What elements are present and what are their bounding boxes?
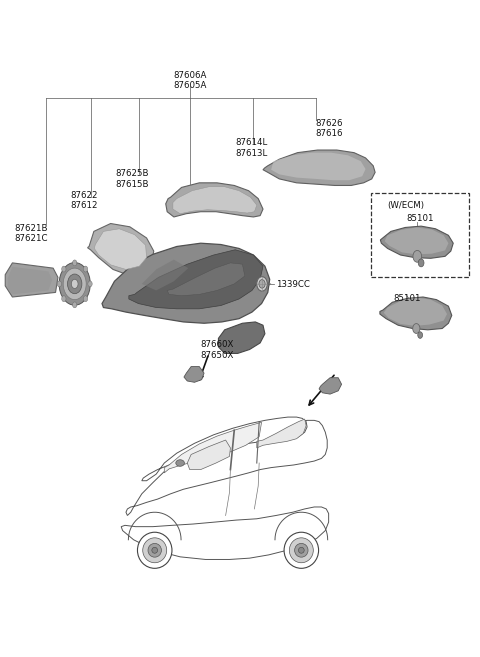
Polygon shape: [166, 183, 263, 217]
Polygon shape: [380, 297, 452, 330]
Ellipse shape: [259, 280, 265, 288]
Ellipse shape: [418, 332, 422, 338]
Text: 87621B
87621C: 87621B 87621C: [15, 223, 48, 243]
Text: 85101: 85101: [393, 294, 420, 304]
Polygon shape: [129, 250, 263, 309]
Polygon shape: [164, 422, 262, 473]
Text: (W/ECM): (W/ECM): [387, 200, 424, 210]
Ellipse shape: [59, 263, 90, 306]
Ellipse shape: [72, 302, 77, 308]
Ellipse shape: [137, 532, 172, 568]
Polygon shape: [8, 267, 52, 294]
Ellipse shape: [88, 281, 92, 287]
Polygon shape: [257, 419, 306, 448]
Ellipse shape: [143, 538, 167, 563]
Ellipse shape: [63, 268, 86, 300]
Ellipse shape: [62, 266, 66, 272]
Text: 85101: 85101: [406, 214, 433, 223]
Text: 87606A
87605A: 87606A 87605A: [173, 71, 206, 90]
Ellipse shape: [152, 547, 157, 553]
Ellipse shape: [295, 543, 308, 557]
Ellipse shape: [72, 260, 77, 266]
Polygon shape: [167, 263, 245, 296]
Ellipse shape: [289, 538, 313, 563]
Ellipse shape: [62, 296, 66, 302]
Polygon shape: [102, 243, 270, 323]
Polygon shape: [5, 263, 58, 297]
Polygon shape: [95, 229, 146, 269]
Polygon shape: [187, 440, 230, 470]
Polygon shape: [263, 150, 375, 185]
Polygon shape: [271, 152, 366, 180]
Ellipse shape: [84, 296, 88, 302]
Polygon shape: [384, 298, 447, 326]
Polygon shape: [142, 417, 307, 481]
Polygon shape: [126, 420, 327, 516]
Text: 87660X
87650X: 87660X 87650X: [200, 340, 234, 360]
Text: 87614L
87613L: 87614L 87613L: [236, 139, 268, 158]
Ellipse shape: [413, 324, 420, 333]
Text: 87625B
87615B: 87625B 87615B: [116, 170, 149, 189]
Polygon shape: [142, 260, 188, 290]
Ellipse shape: [257, 277, 267, 291]
Polygon shape: [380, 226, 453, 258]
Ellipse shape: [84, 266, 88, 272]
Ellipse shape: [413, 250, 421, 262]
Text: 87622
87612: 87622 87612: [71, 191, 98, 210]
Ellipse shape: [176, 460, 184, 466]
Polygon shape: [173, 187, 257, 214]
Ellipse shape: [148, 543, 161, 557]
Polygon shape: [319, 378, 342, 394]
Ellipse shape: [57, 281, 61, 287]
Ellipse shape: [72, 279, 78, 288]
Text: 87626
87616: 87626 87616: [315, 119, 342, 138]
Ellipse shape: [299, 547, 304, 553]
Polygon shape: [384, 227, 448, 254]
Polygon shape: [121, 507, 329, 560]
Polygon shape: [88, 223, 154, 275]
Ellipse shape: [284, 532, 319, 568]
Ellipse shape: [418, 259, 424, 267]
Polygon shape: [218, 322, 265, 353]
Text: 1339CC: 1339CC: [276, 280, 310, 289]
Ellipse shape: [68, 274, 82, 294]
Polygon shape: [184, 367, 204, 382]
